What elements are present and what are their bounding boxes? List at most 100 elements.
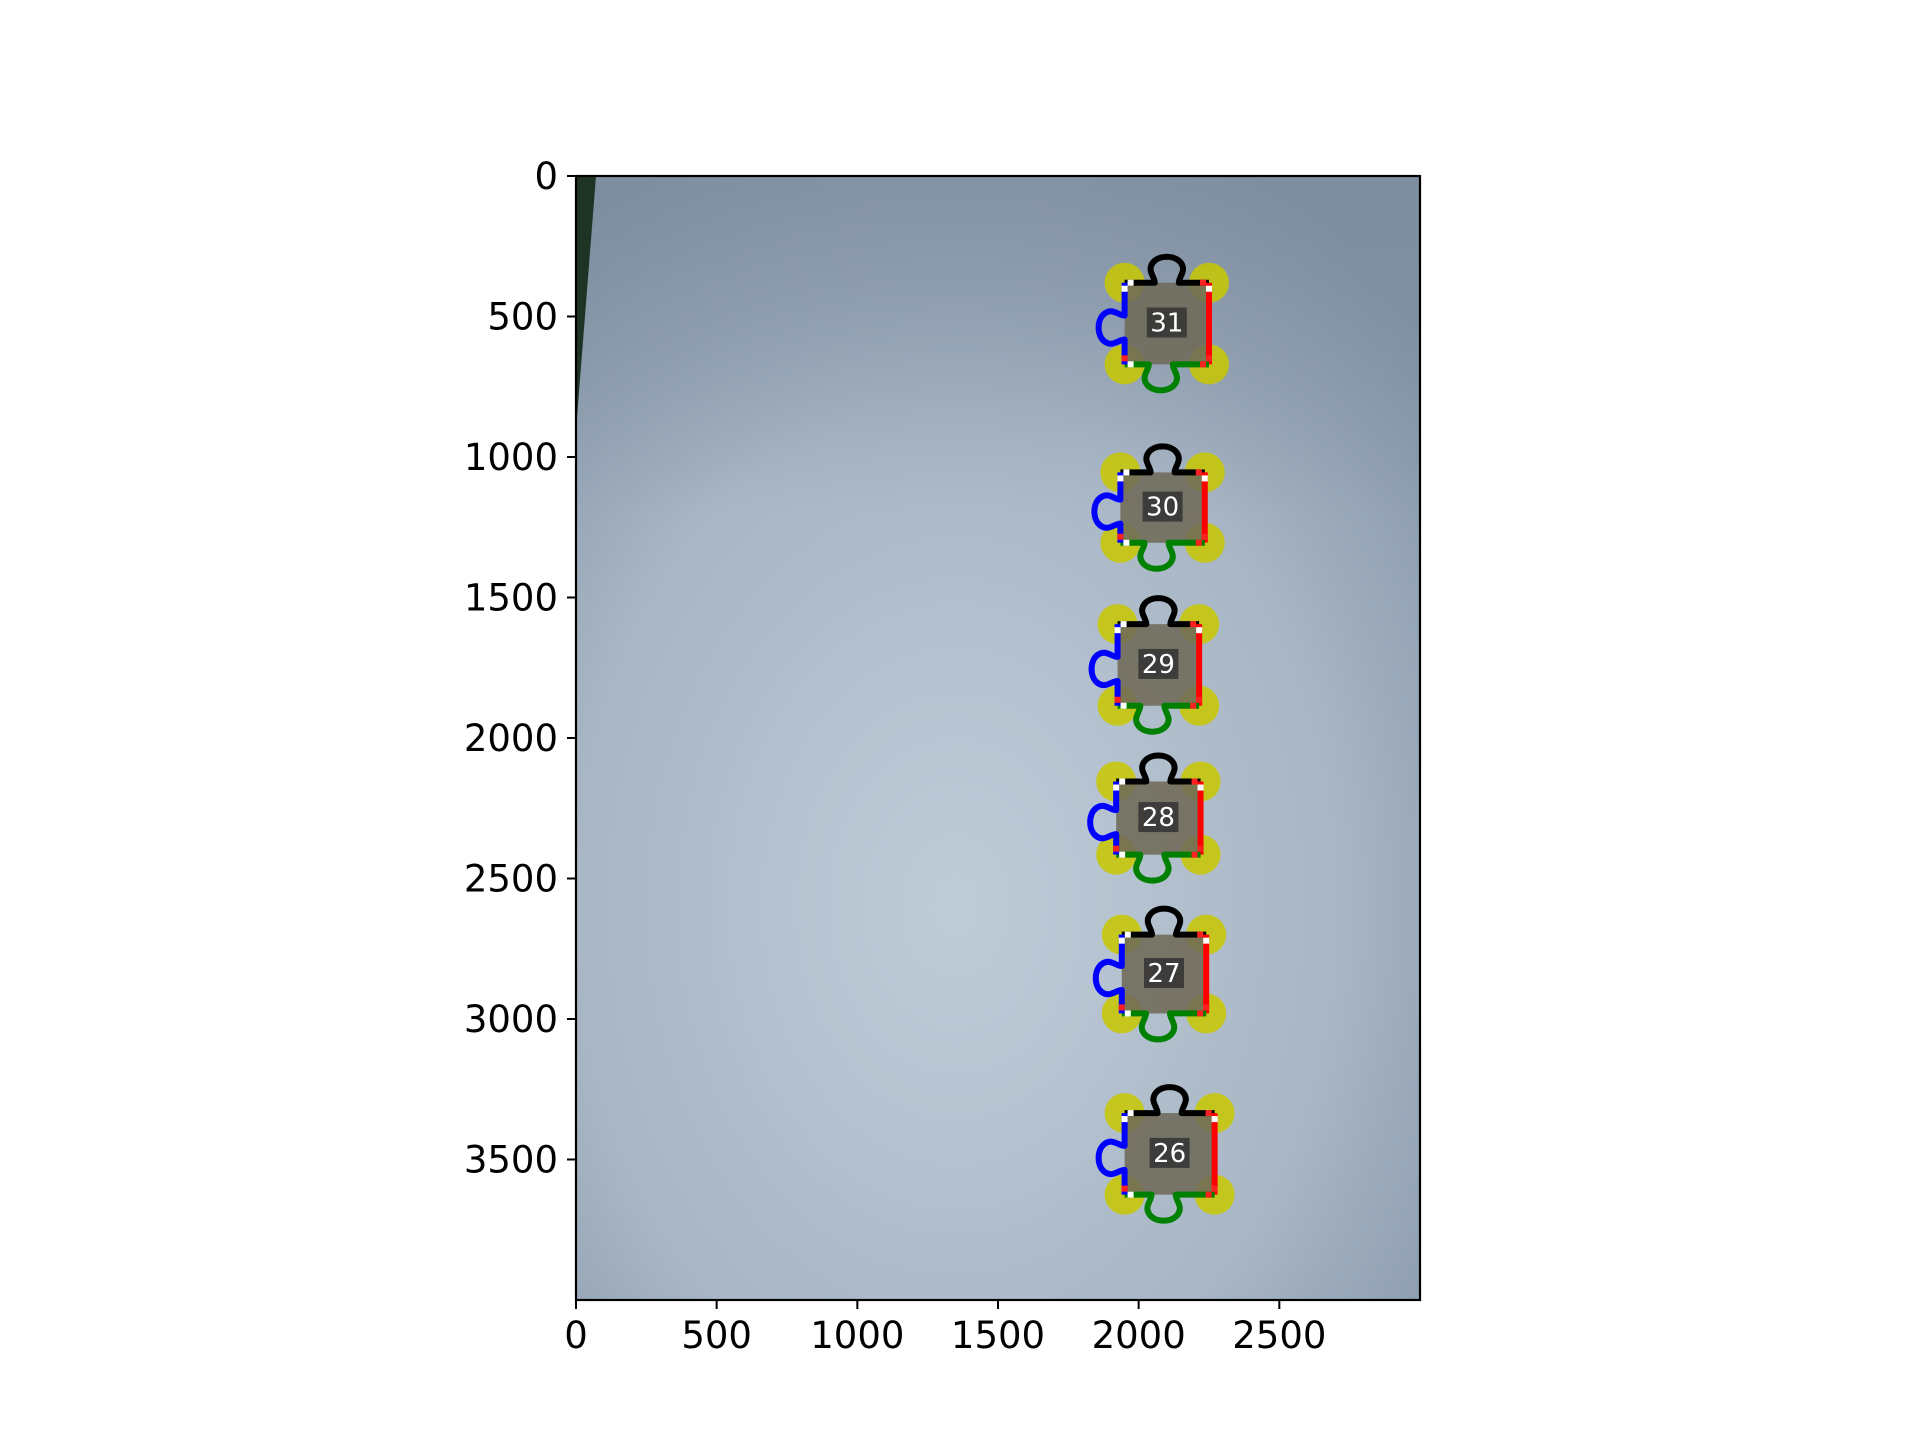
piece-number-label: 31 <box>1150 309 1183 339</box>
y-tick-label: 0 <box>534 155 558 198</box>
edge-endpoint-marker <box>1195 539 1202 546</box>
x-tick-label: 2000 <box>1092 1314 1186 1357</box>
edge-bottom <box>1124 361 1209 394</box>
edge-endpoint-marker <box>1196 627 1203 634</box>
y-tick-label: 3500 <box>464 1139 558 1182</box>
edge-endpoint-marker <box>1124 931 1131 938</box>
edge-endpoint-marker <box>1121 1185 1128 1192</box>
edge-endpoint-marker <box>1191 851 1198 858</box>
puzzle-piece: 30 <box>1091 443 1225 572</box>
piece-number-label: 26 <box>1153 1139 1186 1169</box>
y-tick-label: 2000 <box>464 717 558 760</box>
edge-endpoint-marker <box>1119 851 1126 858</box>
edge-endpoint-marker <box>1124 1010 1131 1017</box>
edge-endpoint-marker <box>1114 696 1121 703</box>
edge-endpoint-marker <box>1119 778 1126 785</box>
puzzle-piece: 26 <box>1095 1084 1235 1224</box>
edge-endpoint-marker <box>1190 702 1197 709</box>
edge-endpoint-marker <box>1113 845 1120 852</box>
edge-endpoint-marker <box>1127 279 1134 286</box>
piece-label-box <box>1146 307 1187 338</box>
y-tick-label: 1000 <box>464 436 558 479</box>
edge-left <box>1091 472 1124 543</box>
edge-bottom <box>1116 851 1201 884</box>
edge-endpoint-marker <box>1211 1116 1218 1123</box>
edge-endpoint-marker <box>1205 1191 1212 1198</box>
edge-endpoint-marker <box>1211 1185 1218 1192</box>
edge-endpoint-marker <box>1205 1110 1212 1117</box>
piece-label-box <box>1138 648 1179 679</box>
y-tick-label: 500 <box>487 296 558 339</box>
edge-bottom <box>1124 1191 1215 1224</box>
piece-number-label: 30 <box>1146 493 1179 523</box>
edge-top <box>1121 905 1207 938</box>
edge-top <box>1120 443 1205 476</box>
piece-label-box <box>1142 491 1183 522</box>
edge-endpoint-marker <box>1114 627 1121 634</box>
y-tick-label: 3000 <box>464 998 558 1041</box>
y-axis-ticks: 0 500 1000 1500 2000 2500 3000 3500 <box>464 155 576 1182</box>
edge-endpoint-marker <box>1121 1116 1128 1123</box>
x-tick-label: 500 <box>681 1314 752 1357</box>
plot-axes: 31 30 29 28 27 26 0 500 1000 1500 2000 2500 0 500 10… <box>464 155 1422 1357</box>
edge-endpoint-marker <box>1127 361 1134 368</box>
edge-left <box>1095 282 1128 365</box>
x-axis-ticks: 0 500 1000 1500 2000 2500 <box>564 1300 1326 1357</box>
edge-endpoint-marker <box>1206 355 1212 362</box>
edge-top <box>1116 752 1201 785</box>
edge-endpoint-marker <box>1127 1110 1134 1117</box>
edge-left <box>1087 781 1120 855</box>
piece-label-box <box>1138 802 1179 833</box>
edge-left <box>1095 1113 1128 1195</box>
puzzle-piece: 29 <box>1088 595 1220 735</box>
edge-endpoint-marker <box>1196 696 1203 703</box>
edge-endpoint-marker <box>1127 1191 1134 1198</box>
edge-endpoint-marker <box>1120 621 1127 628</box>
edge-endpoint-marker <box>1118 937 1125 944</box>
edge-endpoint-marker <box>1203 937 1210 944</box>
x-tick-label: 0 <box>564 1314 588 1357</box>
piece-number-label: 28 <box>1142 803 1175 833</box>
edge-left <box>1092 934 1125 1014</box>
y-tick-label: 2500 <box>464 858 558 901</box>
edge-top <box>1117 595 1200 628</box>
edge-endpoint-marker <box>1190 621 1197 628</box>
edge-endpoint-marker <box>1200 361 1206 368</box>
piece-label-box <box>1143 958 1184 989</box>
edge-endpoint-marker <box>1197 784 1204 791</box>
puzzle-pieces: 31 30 29 28 27 26 <box>1087 253 1235 1224</box>
y-tick-label: 1500 <box>464 577 558 620</box>
x-tick-label: 1500 <box>951 1314 1045 1357</box>
edge-top <box>1124 253 1209 286</box>
edge-endpoint-marker <box>1201 533 1208 540</box>
edge-endpoint-marker <box>1118 1004 1125 1011</box>
edge-endpoint-marker <box>1121 355 1128 362</box>
piece-label-box <box>1149 1137 1190 1168</box>
edge-endpoint-marker <box>1200 279 1206 286</box>
dark-corner-strip <box>576 176 596 430</box>
edge-endpoint-marker <box>1113 784 1120 791</box>
edge-bottom <box>1120 539 1205 572</box>
piece-number-label: 27 <box>1147 959 1180 989</box>
x-tick-label: 2500 <box>1232 1314 1326 1357</box>
edge-top <box>1124 1084 1215 1117</box>
edge-endpoint-marker <box>1197 931 1204 938</box>
edge-endpoint-marker <box>1120 702 1127 709</box>
edge-endpoint-marker <box>1117 475 1124 482</box>
x-tick-label: 1000 <box>810 1314 904 1357</box>
edge-endpoint-marker <box>1195 469 1202 476</box>
edge-endpoint-marker <box>1197 845 1204 852</box>
edge-endpoint-marker <box>1191 778 1198 785</box>
edge-endpoint-marker <box>1197 1010 1204 1017</box>
puzzle-piece: 28 <box>1087 752 1221 884</box>
edge-endpoint-marker <box>1123 469 1130 476</box>
edge-endpoint-marker <box>1117 533 1124 540</box>
piece-number-label: 29 <box>1142 650 1175 680</box>
puzzle-piece: 27 <box>1092 905 1227 1043</box>
edge-endpoint-marker <box>1206 285 1212 292</box>
edge-bottom <box>1121 1010 1207 1043</box>
edge-endpoint-marker <box>1121 285 1128 292</box>
edge-bottom <box>1117 702 1200 735</box>
edge-endpoint-marker <box>1123 539 1130 546</box>
